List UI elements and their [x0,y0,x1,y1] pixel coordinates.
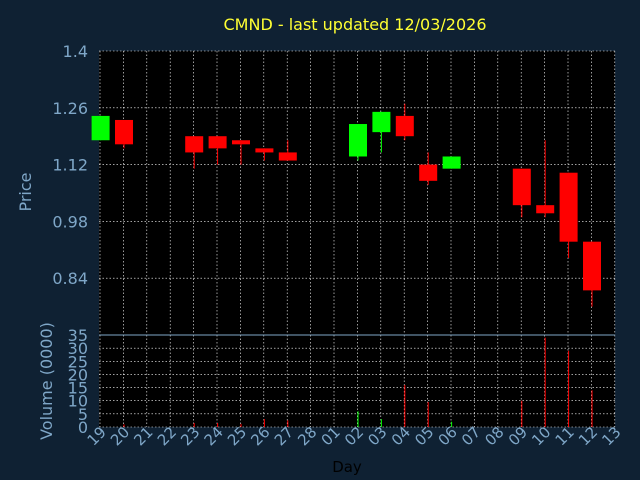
candle-body [419,164,438,181]
volume-tick-label: 20 [68,365,88,384]
price-axis-label: Price [16,172,35,211]
volume-tick-label: 10 [68,392,88,411]
volume-tick-label: 15 [68,379,88,398]
candle-body [232,140,250,145]
candle-body [185,136,204,153]
candle-body [91,115,110,141]
candle-body [115,119,133,145]
chart-title: CMND - last updated 12/03/2026 [224,15,487,34]
candle-body [208,136,227,149]
volume-grid [99,334,616,428]
volume-tick-label: 25 [68,352,88,371]
candle-body [278,152,297,161]
candle-body [583,241,601,291]
price-tick-label: 1.4 [63,42,88,61]
price-y-tick-labels: 1.4 1.26 1.12 0.98 0.84 [52,42,88,288]
candle-body [349,124,367,157]
candle-body [395,115,414,137]
price-candles [91,103,601,307]
x-tick-labels: 1920212223242526272801020304050607080910… [84,423,625,449]
price-tick-label: 0.84 [52,269,88,288]
price-tick-label: 1.26 [52,99,88,118]
volume-bars [123,337,593,427]
volume-tick-label: 30 [68,339,88,358]
candle-body [255,148,274,153]
price-tick-label: 0.98 [52,212,88,231]
volume-axis-label: Volume (0000) [37,322,56,440]
price-tick-label: 1.12 [52,156,88,175]
candle-body [372,111,391,133]
candle-body [536,205,555,214]
volume-tick-label: 0 [78,418,88,437]
price-panel [99,51,615,335]
volume-tick-label: 5 [78,405,88,424]
candle-body [559,172,578,242]
volume-tick-label: 35 [68,326,88,345]
x-axis-label: Day [332,458,362,476]
candle-body [512,168,531,206]
candle-body [442,156,461,169]
volume-panel [99,335,615,427]
